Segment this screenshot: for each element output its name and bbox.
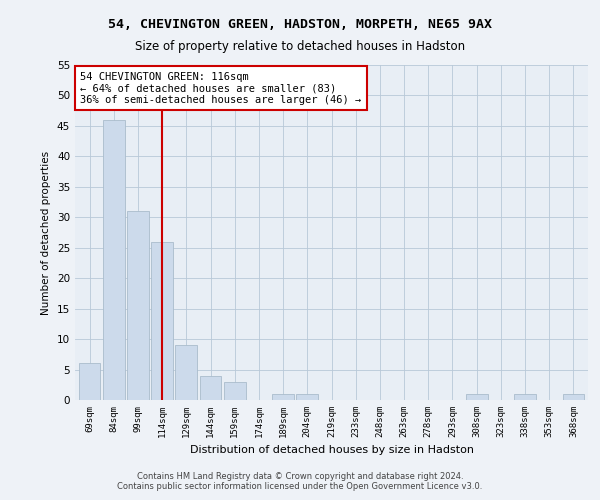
Bar	[103, 120, 125, 400]
Bar	[175, 345, 197, 400]
Bar	[296, 394, 318, 400]
Bar	[563, 394, 584, 400]
X-axis label: Distribution of detached houses by size in Hadston: Distribution of detached houses by size …	[190, 446, 473, 456]
Bar	[514, 394, 536, 400]
Text: Contains HM Land Registry data © Crown copyright and database right 2024.: Contains HM Land Registry data © Crown c…	[137, 472, 463, 481]
Bar	[200, 376, 221, 400]
Bar	[466, 394, 488, 400]
Y-axis label: Number of detached properties: Number of detached properties	[41, 150, 52, 314]
Bar	[151, 242, 173, 400]
Text: Contains public sector information licensed under the Open Government Licence v3: Contains public sector information licen…	[118, 482, 482, 491]
Bar	[224, 382, 245, 400]
Text: 54, CHEVINGTON GREEN, HADSTON, MORPETH, NE65 9AX: 54, CHEVINGTON GREEN, HADSTON, MORPETH, …	[108, 18, 492, 30]
Bar	[79, 364, 100, 400]
Bar	[127, 211, 149, 400]
Text: 54 CHEVINGTON GREEN: 116sqm
← 64% of detached houses are smaller (83)
36% of sem: 54 CHEVINGTON GREEN: 116sqm ← 64% of det…	[80, 72, 361, 105]
Bar	[272, 394, 294, 400]
Text: Size of property relative to detached houses in Hadston: Size of property relative to detached ho…	[135, 40, 465, 53]
